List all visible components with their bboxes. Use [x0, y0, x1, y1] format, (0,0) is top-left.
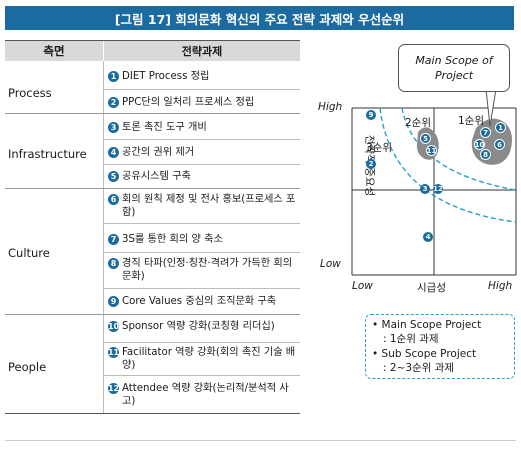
group-divider: [5, 188, 300, 189]
number-badge: 9: [108, 296, 119, 307]
page-bottom-rule: [5, 440, 516, 441]
task-text: PPC단의 일처리 프로세스 정립: [122, 97, 255, 108]
number-badge: 12: [107, 383, 120, 394]
table-top-rule: [5, 40, 300, 41]
task-item: 3 토론 촉진 도구 개비: [108, 121, 300, 134]
task-text: 토론 촉진 도구 개비: [122, 122, 207, 133]
number-badge: 3: [108, 122, 119, 133]
task-text: 3S를 통한 회의 양 축소: [122, 234, 223, 245]
task-dot-11: 11: [426, 145, 437, 156]
task-text: Sponsor 역량 강화(코칭형 리더십): [122, 321, 275, 332]
column-header-category: 측면: [5, 41, 103, 61]
task-item: 8 경직 타파(인정·칭찬·격려가 가득한 회의문화): [108, 257, 300, 283]
task-dot-10: 10: [474, 139, 485, 150]
number-badge: 4: [108, 147, 119, 158]
row-divider: [104, 375, 300, 376]
task-dot-3: 3: [420, 184, 430, 194]
main-scope-callout: Main Scope of Project: [398, 44, 510, 92]
legend-box: [365, 314, 515, 379]
y-low-label: Low: [320, 258, 341, 270]
task-text: 경직 타파(인정·칭찬·격려가 가득한 회의문화): [122, 258, 293, 282]
row-divider: [104, 288, 300, 289]
callout-line: Project: [434, 69, 474, 82]
column-header-task: 전략과제: [104, 41, 300, 61]
legend-main-scope: • Main Scope Project: [372, 319, 482, 331]
figure-title: [그림 17] 회의문화 혁신의 주요 전략 과제와 우선순위: [5, 6, 514, 30]
task-text: 공간의 권위 제거: [122, 147, 195, 158]
x-axis-label: 시급성: [417, 282, 446, 294]
task-dot-12: 12: [433, 184, 443, 194]
task-text: Core Values 중심의 조직문화 구축: [122, 296, 277, 307]
task-item: 9 Core Values 중심의 조직문화 구축: [108, 295, 300, 308]
task-item: 7 3S를 통한 회의 양 축소: [108, 233, 300, 246]
number-badge: 10: [107, 321, 120, 332]
task-dot-4: 4: [423, 232, 433, 242]
task-item: 10 Sponsor 역량 강화(코칭형 리더십): [108, 320, 300, 333]
task-text: 회의 원칙 제정 및 전사 홍보(프로세스 포함): [122, 194, 296, 218]
category-infrastructure: Infrastructure: [8, 147, 87, 161]
callout-pointer: [485, 88, 497, 127]
task-dot-2: 2: [366, 159, 376, 169]
row-divider: [104, 252, 300, 253]
task-item: 5 공유시스템 구축: [108, 170, 300, 183]
x-high-label: High: [488, 280, 513, 292]
task-text: Attendee 역량 강화(논리적/분석적 사고): [122, 383, 289, 407]
task-text: DIET Process 정립: [122, 71, 210, 82]
rank-3-label: 3순위: [366, 142, 393, 154]
row-divider: [104, 223, 300, 224]
number-badge: 1: [108, 71, 119, 82]
task-dot-9: 9: [366, 110, 376, 120]
task-text: 공유시스템 구축: [122, 171, 191, 182]
y-high-label: High: [318, 101, 343, 113]
task-dot-7: 7: [480, 127, 491, 138]
row-divider: [104, 164, 300, 165]
number-badge: 6: [108, 194, 119, 205]
rank-2-label: 2순위: [405, 117, 432, 129]
category-process: Process: [8, 86, 52, 100]
number-badge: 8: [108, 258, 119, 269]
group-divider: [5, 314, 300, 315]
rank-1-label: 1순위: [458, 115, 485, 127]
task-dot-8: 8: [480, 149, 491, 160]
number-badge: 7: [108, 234, 119, 245]
row-divider: [104, 139, 300, 140]
number-badge: 2: [108, 97, 119, 108]
x-low-label: Low: [352, 280, 373, 292]
group-divider: [5, 113, 300, 114]
task-item: 11 Facilitator 역량 강화(회의 촉진 기술 배양): [108, 346, 300, 372]
legend-sub-scope-desc: : 2~3순위 과제: [383, 362, 455, 374]
table-column-divider: [103, 61, 104, 413]
number-badge: 11: [107, 347, 120, 358]
task-item: 6 회의 원칙 제정 및 전사 홍보(프로세스 포함): [108, 193, 300, 219]
task-item: 2 PPC단의 일처리 프로세스 정립: [108, 96, 300, 109]
task-dot-1: 1: [495, 122, 506, 133]
callout-line: Main Scope of: [415, 54, 493, 67]
table-bottom-rule: [5, 413, 300, 414]
task-item: 4 공간의 권위 제거: [108, 146, 300, 159]
legend-sub-scope: • Sub Scope Project: [372, 348, 477, 360]
task-item: 1 DIET Process 정립: [108, 70, 300, 83]
task-dot-5: 5: [420, 133, 431, 144]
row-divider: [104, 89, 300, 90]
legend-main-scope-desc: : 1순위 과제: [383, 333, 439, 345]
task-item: 12 Attendee 역량 강화(논리적/분석적 사고): [108, 382, 300, 408]
category-people: People: [8, 360, 47, 374]
task-text: Facilitator 역량 강화(회의 촉진 기술 배양): [122, 347, 296, 371]
category-culture: Culture: [8, 246, 50, 260]
number-badge: 5: [108, 171, 119, 182]
task-dot-6: 6: [494, 139, 505, 150]
row-divider: [104, 342, 300, 343]
